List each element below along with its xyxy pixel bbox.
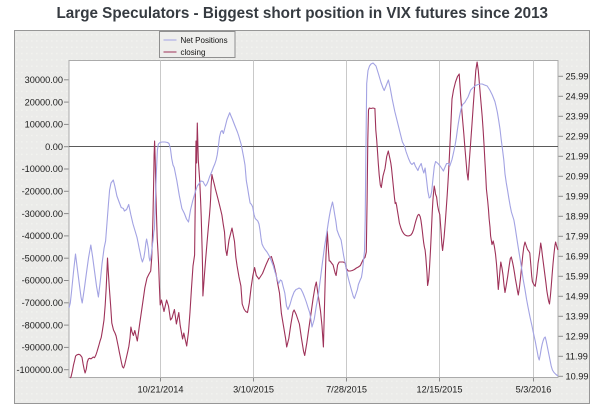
svg-text:12/15/2015: 12/15/2015 [417, 385, 463, 395]
svg-text:22.99: 22.99 [566, 132, 589, 142]
svg-text:7/28/2015: 7/28/2015 [326, 385, 367, 395]
svg-text:14.99: 14.99 [566, 292, 589, 302]
svg-text:-10000.00: -10000.00 [22, 164, 63, 174]
svg-text:10000.00: 10000.00 [25, 120, 63, 130]
svg-text:20.99: 20.99 [566, 172, 589, 182]
svg-text:10.99: 10.99 [566, 372, 589, 382]
svg-text:Large Speculators - Biggest sh: Large Speculators - Biggest short positi… [57, 5, 549, 22]
svg-text:23.99: 23.99 [566, 112, 589, 122]
svg-text:-40000.00: -40000.00 [22, 231, 63, 241]
svg-text:19.99: 19.99 [566, 192, 589, 202]
svg-text:13.99: 13.99 [566, 312, 589, 322]
svg-text:Net Positions: Net Positions [181, 36, 228, 45]
svg-text:17.99: 17.99 [566, 232, 589, 242]
svg-text:16.99: 16.99 [566, 252, 589, 262]
svg-text:3/10/2015: 3/10/2015 [233, 385, 274, 395]
svg-text:0.00: 0.00 [45, 142, 63, 152]
svg-text:closing: closing [181, 48, 206, 57]
svg-text:-70000.00: -70000.00 [22, 298, 63, 308]
svg-text:21.99: 21.99 [566, 152, 589, 162]
svg-text:20000.00: 20000.00 [25, 97, 63, 107]
svg-text:11.99: 11.99 [566, 352, 588, 362]
svg-text:-50000.00: -50000.00 [22, 253, 63, 263]
svg-text:30000.00: 30000.00 [25, 75, 63, 85]
svg-text:-20000.00: -20000.00 [22, 187, 63, 197]
svg-text:-60000.00: -60000.00 [22, 276, 63, 286]
svg-text:-30000.00: -30000.00 [22, 209, 63, 219]
svg-text:18.99: 18.99 [566, 212, 589, 222]
svg-text:10/21/2014: 10/21/2014 [138, 385, 184, 395]
svg-text:-90000.00: -90000.00 [22, 343, 63, 353]
svg-text:5/3/2016: 5/3/2016 [516, 385, 552, 395]
svg-text:15.99: 15.99 [566, 272, 589, 282]
svg-text:12.99: 12.99 [566, 332, 589, 342]
svg-text:-80000.00: -80000.00 [22, 320, 63, 330]
svg-text:24.99: 24.99 [566, 92, 589, 102]
svg-text:-100000.00: -100000.00 [17, 365, 64, 375]
svg-text:25.99: 25.99 [566, 72, 589, 82]
